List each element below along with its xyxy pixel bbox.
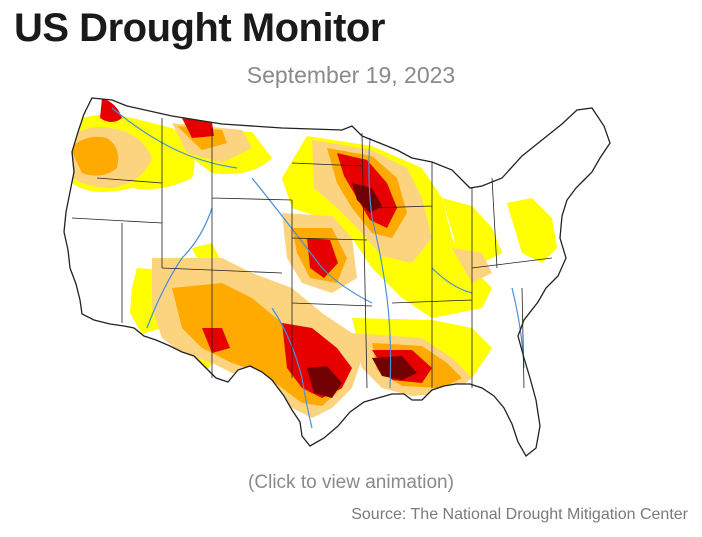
us-map-svg	[63, 97, 611, 457]
map-date: September 19, 2023	[246, 62, 456, 88]
animation-link[interactable]: (Click to view animation)	[248, 472, 454, 493]
page-title: US Drought Monitor	[14, 6, 385, 50]
drought-d4-areas	[307, 183, 417, 398]
state-borders	[71, 118, 553, 389]
drought-map[interactable]	[52, 88, 642, 468]
source-credit: Source: The National Drought Mitigation …	[351, 506, 688, 523]
us-outline	[63, 97, 611, 457]
